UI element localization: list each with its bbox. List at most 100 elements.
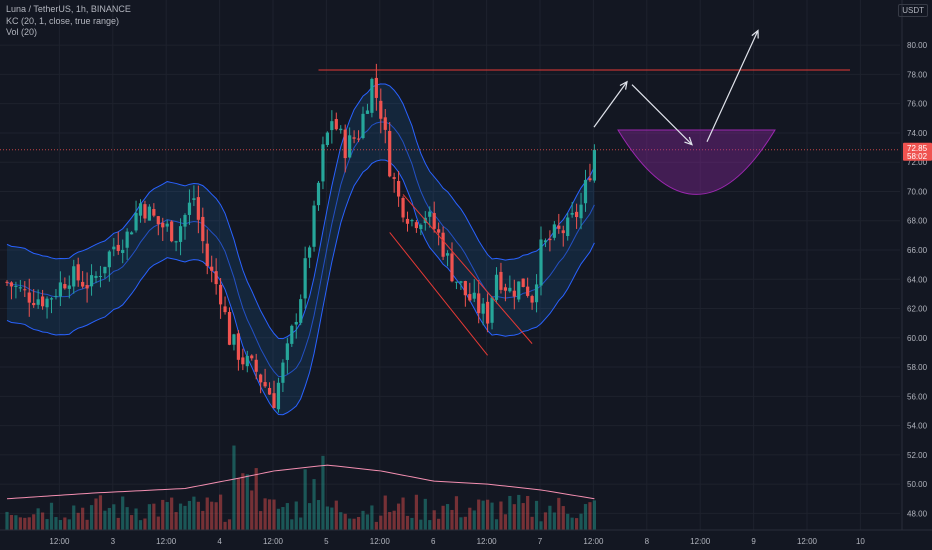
volume-bar	[423, 498, 427, 530]
candle-body	[499, 271, 503, 290]
volume-bar	[41, 512, 45, 530]
projection-arrow-down-head	[684, 136, 693, 146]
candle-body	[276, 382, 281, 410]
candle-body	[308, 247, 312, 258]
volume-bar	[508, 495, 512, 530]
candle-body	[192, 198, 196, 200]
volume-bar	[58, 520, 62, 530]
candle-body	[263, 382, 267, 387]
volume-bar	[463, 516, 467, 530]
candle-body	[575, 211, 579, 218]
candle-body	[374, 77, 378, 98]
candle-body	[459, 281, 463, 283]
volume-bar	[441, 505, 445, 530]
volume-bar	[267, 499, 272, 530]
candle-body	[450, 253, 454, 282]
currency-label[interactable]: USDT	[898, 4, 928, 17]
candle-body	[583, 179, 588, 204]
candlestick-series	[5, 63, 596, 413]
candle-body	[517, 281, 521, 300]
candle-body	[45, 298, 49, 308]
candle-body	[32, 302, 36, 306]
candle-body	[343, 129, 347, 159]
candle-body	[81, 281, 85, 287]
volume-bar	[499, 501, 503, 530]
candle-body	[557, 225, 561, 229]
volume-bar	[405, 515, 410, 530]
price-tick-label: 58.00	[907, 363, 928, 372]
time-tick-label: 9	[751, 537, 756, 546]
volume-bar	[272, 499, 276, 530]
volume-moving-average	[6, 464, 595, 500]
candle-body	[187, 202, 192, 215]
candle-body	[428, 211, 432, 217]
candle-body	[72, 266, 76, 287]
volume-bar	[588, 502, 592, 530]
projection-arrow-up	[593, 81, 628, 128]
volume-bar	[566, 513, 570, 530]
price-tick-label: 74.00	[907, 129, 928, 138]
volume-bar	[445, 504, 450, 530]
candle-body	[245, 355, 249, 367]
volume-bar	[165, 502, 169, 530]
volume-bar	[81, 507, 85, 530]
volume-bar	[388, 512, 392, 530]
candle-body	[543, 240, 548, 243]
candle-body	[472, 292, 476, 299]
candle-body	[9, 282, 14, 287]
candle-body	[14, 285, 18, 287]
volume-indicator-label[interactable]: Vol (20)	[6, 27, 38, 37]
cup-pattern	[617, 129, 776, 195]
volume-bar	[316, 500, 321, 530]
candle-body	[98, 275, 103, 277]
price-tick-label: 56.00	[907, 392, 928, 401]
candle-body	[290, 325, 294, 344]
projection-arrow-breakout-head	[751, 29, 759, 39]
volume-bar	[14, 515, 18, 530]
volume-bar	[250, 490, 254, 530]
volume-bar	[472, 510, 476, 530]
candle-body	[312, 205, 316, 247]
candle-body	[530, 296, 534, 303]
volume-bar	[232, 445, 236, 530]
volume-bar	[63, 517, 67, 530]
price-tick-label: 54.00	[907, 422, 928, 431]
indicator-label[interactable]: KC (20, 1, close, true range)	[6, 15, 120, 26]
chart-legend: Luna / TetherUS, 1h, BINANCE KC (20, 1, …	[6, 4, 131, 39]
volume-bar	[401, 497, 405, 530]
volume-bar	[121, 496, 125, 530]
time-tick-label: 3	[111, 537, 116, 546]
volume-bar	[308, 503, 312, 530]
volume-bar	[490, 502, 494, 530]
candle-body	[454, 281, 459, 283]
volume-bar	[54, 517, 58, 530]
volume-bar	[374, 521, 378, 530]
volume-bar	[72, 505, 76, 530]
candle-body	[401, 198, 405, 218]
volume-bars	[5, 445, 596, 530]
volume-bar	[352, 518, 356, 530]
candle-body	[561, 230, 565, 234]
candle-body	[437, 229, 441, 233]
volume-bar	[468, 507, 472, 530]
candle-body	[201, 216, 205, 242]
volume-bar	[174, 512, 178, 530]
volume-bar	[459, 517, 463, 530]
volume-bar	[397, 503, 401, 530]
volume-ma-line	[6, 464, 595, 500]
volume-bar	[325, 506, 329, 530]
volume-bar	[370, 505, 374, 530]
symbol-title[interactable]: Luna / TetherUS, 1h, BINANCE	[6, 4, 131, 14]
price-tick-label: 64.00	[907, 275, 928, 284]
candle-body	[361, 113, 365, 139]
volume-bar	[548, 505, 552, 530]
volume-bar	[557, 497, 561, 530]
candle-body	[432, 213, 436, 229]
candle-body	[170, 221, 174, 242]
candle-body	[241, 357, 245, 365]
volume-bar	[156, 516, 160, 530]
volume-bar	[299, 517, 303, 530]
falling-channel-upper	[402, 194, 533, 344]
volume-bar	[285, 503, 289, 530]
